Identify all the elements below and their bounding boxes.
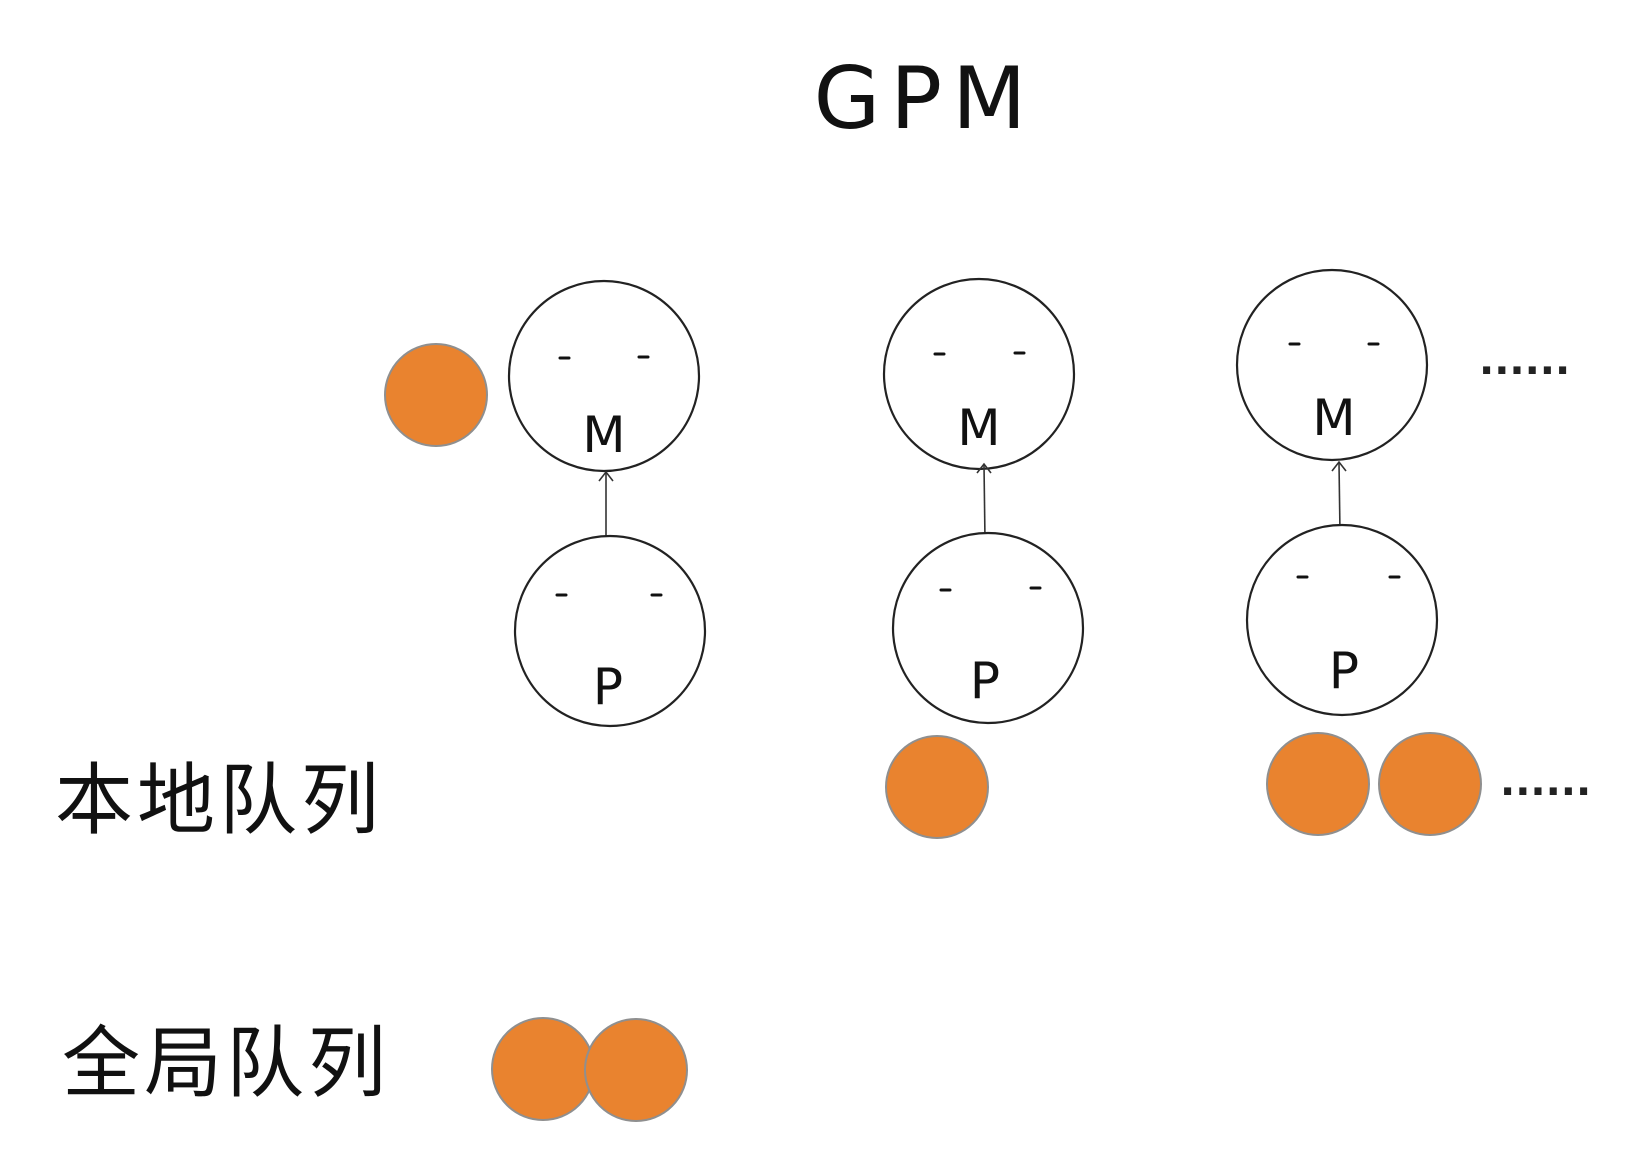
global-queue-label: 全局队列	[62, 1019, 390, 1109]
processor-to-machine-arrow	[1331, 460, 1347, 534]
machine-node-2: M	[882, 277, 1076, 471]
local-queue-more-ellipsis: ......	[1500, 759, 1591, 805]
processor-label: P	[970, 652, 1000, 710]
processor-node-3: P	[1245, 523, 1439, 717]
local-queue-goroutine	[1266, 732, 1370, 836]
processor-label: P	[593, 658, 623, 716]
machine-label: M	[957, 399, 1000, 457]
processor-label: P	[1329, 642, 1359, 700]
gpm-column-2: M P	[882, 277, 1085, 725]
local-queue-goroutine	[885, 735, 989, 839]
machine-circle	[882, 277, 1076, 471]
local-queue-label: 本地队列	[55, 756, 383, 846]
processor-to-machine-arrow	[598, 470, 614, 546]
machine-node-3: M	[1235, 268, 1429, 462]
diagram-title: GPM	[814, 49, 1037, 149]
processor-node-1: P	[513, 534, 707, 728]
global-queue-goroutine	[584, 1018, 688, 1122]
processor-node-2: P	[891, 531, 1085, 725]
global-queue-goroutine	[491, 1017, 595, 1121]
processor-circle	[1245, 523, 1439, 717]
more-machines-ellipsis: ......	[1479, 338, 1570, 384]
machine-label: M	[582, 406, 625, 464]
local-queue-goroutine	[1378, 732, 1482, 836]
machine-circle	[1235, 268, 1429, 462]
processor-circle	[891, 531, 1085, 725]
processor-to-machine-arrow	[976, 462, 992, 541]
machine-circle	[507, 279, 701, 473]
machine-node-1: M	[507, 279, 701, 473]
processor-circle	[513, 534, 707, 728]
running-goroutine	[384, 343, 488, 447]
gpm-column-3: M P	[1235, 268, 1439, 717]
machine-label: M	[1312, 389, 1355, 447]
gpm-column-1: M P	[507, 279, 707, 728]
